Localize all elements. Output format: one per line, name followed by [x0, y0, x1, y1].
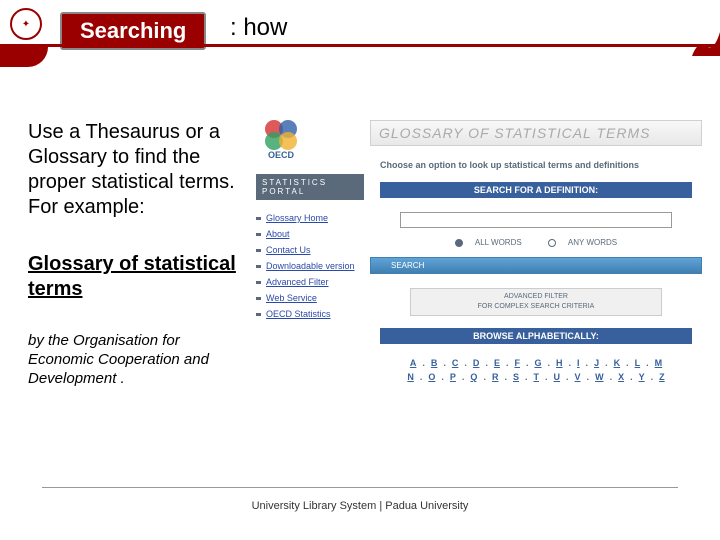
title-suffix: : how — [230, 14, 287, 42]
alpha-letter[interactable]: T — [531, 372, 543, 382]
alpha-letter[interactable]: W — [592, 372, 607, 382]
choose-option-text: Choose an option to look up statistical … — [380, 160, 692, 170]
alpha-separator: . — [583, 358, 592, 368]
alpha-letter[interactable]: A — [407, 358, 420, 368]
alpha-letter[interactable]: I — [574, 358, 583, 368]
alpha-letter[interactable]: K — [611, 358, 624, 368]
browse-section-bar: BROWSE ALPHABETICALLY: — [380, 328, 692, 344]
alpha-letter[interactable]: X — [615, 372, 627, 382]
alpha-letter[interactable]: S — [510, 372, 522, 382]
alpha-row-1: A.B.C.D.E.F.G.H.I.J.K.L.M — [380, 358, 692, 368]
alpha-letter[interactable]: J — [591, 358, 602, 368]
oecd-logo: OECD — [256, 120, 306, 170]
alpha-separator: . — [545, 358, 554, 368]
alpha-letter[interactable]: P — [447, 372, 459, 382]
portal-nav-item[interactable]: OECD Statistics — [256, 306, 364, 322]
alpha-separator: . — [563, 372, 572, 382]
alpha-letter[interactable]: F — [511, 358, 523, 368]
oecd-circle-4 — [279, 132, 297, 150]
byline-text: by the Organisation for Economic Coopera… — [28, 332, 238, 388]
search-button[interactable]: SEARCH — [370, 257, 702, 274]
portal-nav-item[interactable]: Contact Us — [256, 242, 364, 258]
alpha-separator: . — [542, 372, 551, 382]
header-corner-decoration — [0, 47, 48, 67]
advanced-filter-box[interactable]: ADVANCED FILTER FOR COMPLEX SEARCH CRITE… — [410, 288, 662, 316]
alpha-row-2: N.O.P.Q.R.S.T.U.V.W.X.Y.Z — [380, 372, 692, 382]
alpha-letter[interactable]: Z — [656, 372, 668, 382]
footer-text: University Library System | Padua Univer… — [0, 500, 720, 512]
glossary-link[interactable]: Glossary of statistical terms — [28, 252, 238, 302]
alpha-separator: . — [522, 372, 531, 382]
portal-nav-item[interactable]: Web Service — [256, 290, 364, 306]
alpha-letter[interactable]: R — [489, 372, 502, 382]
alpha-separator: . — [419, 358, 428, 368]
alpha-separator: . — [482, 358, 491, 368]
portal-nav-item[interactable]: About — [256, 226, 364, 242]
alpha-letter[interactable]: U — [551, 372, 564, 382]
alpha-letter[interactable]: V — [572, 372, 584, 382]
portal-nav-item[interactable]: Downloadable version — [256, 258, 364, 274]
portal-nav-item[interactable]: Glossary Home — [256, 210, 364, 226]
alpha-separator: . — [648, 372, 657, 382]
alpha-letter[interactable]: D — [470, 358, 483, 368]
alpha-separator: . — [643, 358, 652, 368]
portal-banner: STATISTICS PORTAL — [256, 174, 364, 200]
radio-all-words[interactable] — [455, 239, 463, 247]
alpha-separator: . — [602, 358, 611, 368]
portal-nav-list: Glossary HomeAboutContact UsDownloadable… — [256, 210, 364, 322]
alpha-separator: . — [607, 372, 616, 382]
footer-divider — [42, 487, 678, 488]
alpha-separator: . — [461, 358, 470, 368]
alpha-letter[interactable]: H — [553, 358, 566, 368]
alpha-letter[interactable]: M — [652, 358, 666, 368]
header-divider — [0, 44, 720, 47]
alpha-letter[interactable]: B — [428, 358, 441, 368]
alpha-letter[interactable]: L — [632, 358, 644, 368]
glossary-page-header: GLOSSARY OF STATISTICAL TERMS — [370, 120, 702, 146]
oecd-label: OECD — [268, 150, 294, 160]
alpha-separator: . — [627, 372, 636, 382]
alpha-letter[interactable]: C — [449, 358, 462, 368]
alpha-separator: . — [566, 358, 575, 368]
radio-any-words[interactable] — [548, 239, 556, 247]
radio-all-label: ALL WORDS — [475, 238, 522, 247]
radio-row: ALL WORDS ANY WORDS — [370, 238, 702, 247]
alpha-separator: . — [584, 372, 593, 382]
search-section-bar: SEARCH FOR A DEFINITION: — [380, 182, 692, 198]
alpha-letter[interactable]: E — [491, 358, 503, 368]
sba-logo — [692, 32, 720, 56]
adv-filter-subtitle: FOR COMPLEX SEARCH CRITERIA — [414, 302, 658, 312]
alpha-separator: . — [438, 372, 447, 382]
alpha-separator: . — [440, 358, 449, 368]
adv-filter-title: ADVANCED FILTER — [414, 292, 658, 302]
portal-nav-item[interactable]: Advanced Filter — [256, 274, 364, 290]
alpha-letter[interactable]: N — [404, 372, 417, 382]
alpha-letter[interactable]: Y — [636, 372, 648, 382]
oecd-screenshot: OECD STATISTICS PORTAL Glossary HomeAbou… — [256, 120, 702, 388]
search-input[interactable] — [400, 212, 672, 228]
alpha-separator: . — [623, 358, 632, 368]
university-seal-logo: ✦ — [10, 8, 42, 40]
alpha-letter[interactable]: G — [531, 358, 544, 368]
intro-text: Use a Thesaurus or a Glossary to find th… — [28, 120, 238, 220]
radio-any-label: ANY WORDS — [568, 238, 617, 247]
alpha-letter[interactable]: Q — [467, 372, 480, 382]
alpha-letter[interactable]: O — [425, 372, 438, 382]
alpha-separator: . — [501, 372, 510, 382]
alpha-separator: . — [480, 372, 489, 382]
